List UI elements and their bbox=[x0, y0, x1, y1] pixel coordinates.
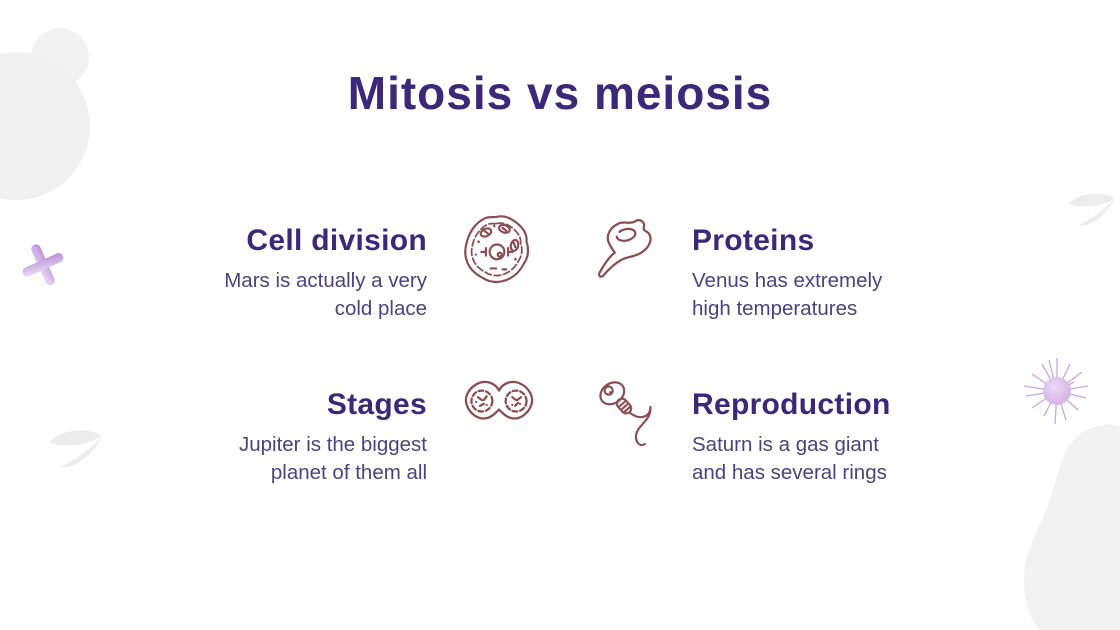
feature-stages: Stages Jupiter is the biggest planet of … bbox=[159, 388, 427, 486]
feature-text-line: Jupiter is the biggest bbox=[238, 433, 427, 456]
cell-icon bbox=[462, 213, 532, 287]
sperm-cell-icon bbox=[593, 377, 657, 455]
feature-reproduction: Reproduction Saturn is a gas giant and h… bbox=[692, 388, 960, 486]
feature-proteins: Proteins Venus has extremely high temper… bbox=[692, 224, 960, 322]
feature-text-line: planet of them all bbox=[270, 460, 427, 484]
slide-title: Mitosis vs meiosis bbox=[347, 67, 773, 119]
wing-decoration-left bbox=[46, 424, 106, 472]
feature-heading: Reproduction bbox=[692, 388, 891, 421]
feature-text-line: and has several rings bbox=[692, 460, 887, 484]
gray-blob-bottom-right bbox=[1000, 420, 1120, 630]
feature-heading: Cell division bbox=[246, 224, 427, 257]
feature-text-line: Mars is actually a very bbox=[224, 269, 427, 292]
protein-cell-icon bbox=[596, 216, 658, 282]
feature-heading: Stages bbox=[326, 388, 427, 421]
dividing-cell-icon bbox=[461, 377, 537, 427]
wing-decoration-right bbox=[1066, 188, 1118, 228]
chromosome-icon bbox=[22, 240, 64, 290]
feature-text-line: cold place bbox=[334, 296, 427, 320]
feature-text-line: high temperatures bbox=[692, 296, 858, 320]
feature-cell-division: Cell division Mars is actually a very co… bbox=[159, 224, 427, 322]
feature-text-line: Saturn is a gas giant bbox=[692, 433, 879, 456]
feature-text-line: Venus has extremely bbox=[692, 269, 883, 292]
starburst-icon bbox=[1022, 356, 1092, 426]
feature-heading: Proteins bbox=[692, 224, 815, 257]
